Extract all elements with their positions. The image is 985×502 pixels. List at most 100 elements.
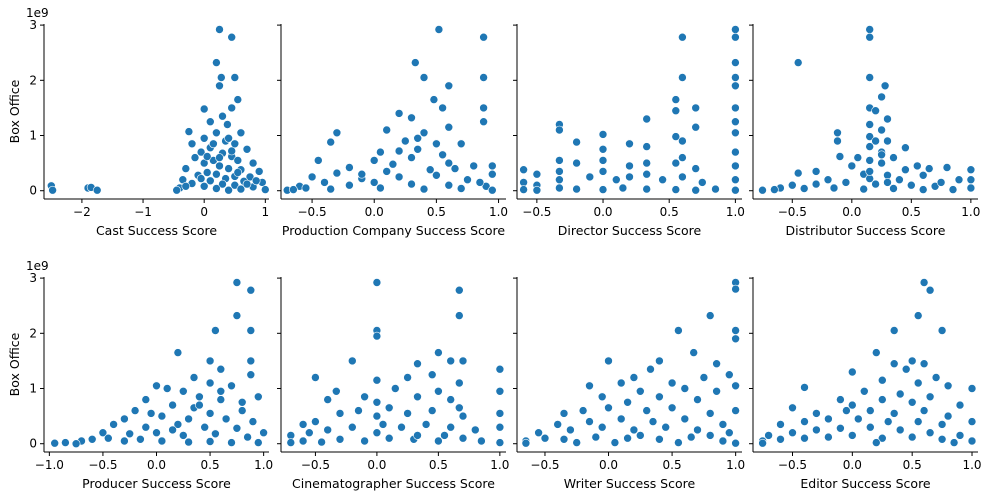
data-point (731, 32, 740, 42)
data-point (724, 370, 734, 380)
data-point (454, 378, 464, 388)
data-point (218, 111, 227, 121)
data-point (853, 414, 863, 424)
data-point (446, 395, 456, 404)
data-point (559, 409, 569, 418)
x-tick-label: 1.0 (726, 205, 745, 219)
data-point (168, 400, 177, 410)
points-3 (519, 25, 740, 195)
points-5 (50, 278, 268, 449)
data-point (227, 381, 236, 391)
data-point (776, 434, 785, 444)
data-point (598, 145, 608, 154)
data-point (232, 311, 242, 320)
points-8 (758, 278, 977, 448)
data-point (824, 414, 833, 424)
data-point (836, 423, 845, 433)
data-point (331, 386, 341, 396)
x-tick-label: 0.0 (599, 458, 618, 472)
data-point (227, 32, 236, 42)
data-point (444, 81, 454, 91)
data-point (215, 153, 224, 162)
data-point (919, 278, 929, 287)
data-point (865, 167, 875, 176)
data-point (384, 433, 394, 443)
data-point (943, 411, 953, 421)
data-point (372, 411, 382, 421)
data-point (674, 438, 683, 447)
data-point (251, 176, 261, 186)
data-point (413, 392, 422, 402)
data-point (699, 373, 709, 382)
data-point (967, 384, 977, 393)
data-point (598, 156, 608, 165)
data-point (731, 81, 740, 91)
data-point (829, 183, 839, 193)
data-point (883, 417, 893, 426)
data-point (731, 326, 740, 335)
data-point (865, 132, 875, 141)
data-point (697, 178, 707, 187)
data-point (323, 425, 333, 435)
data-point (216, 364, 226, 374)
data-point (320, 178, 329, 187)
data-point (667, 378, 677, 388)
data-point (572, 438, 582, 447)
data-point (407, 113, 416, 123)
data-point (937, 420, 947, 429)
data-point (444, 158, 454, 168)
data-point (718, 420, 728, 429)
data-point (635, 431, 645, 440)
x-axis-label: Writer Success Score (564, 476, 696, 491)
data-point (335, 409, 345, 418)
data-point (419, 73, 429, 82)
data-point (931, 373, 941, 382)
data-point (865, 156, 875, 165)
data-point (629, 425, 639, 435)
data-point (227, 146, 236, 156)
data-point (479, 103, 488, 113)
data-point (434, 25, 444, 34)
data-point (811, 167, 821, 176)
data-point (833, 128, 842, 138)
data-point (591, 432, 601, 442)
data-point (691, 164, 701, 173)
data-point (671, 185, 681, 194)
data-point (425, 165, 435, 174)
data-point (218, 179, 227, 189)
data-point (413, 134, 423, 143)
data-point (555, 125, 564, 135)
data-point (871, 136, 880, 146)
data-point (924, 164, 934, 173)
y-offset-label: 1e9 (26, 6, 49, 20)
data-point (376, 183, 385, 193)
data-point (966, 165, 976, 174)
data-point (800, 433, 809, 443)
data-point (454, 403, 464, 413)
data-point (597, 392, 607, 402)
data-point (865, 406, 875, 415)
data-point (410, 58, 420, 67)
data-point (942, 163, 952, 172)
data-point (230, 180, 240, 190)
data-point (224, 164, 233, 173)
data-point (217, 73, 226, 82)
data-point (141, 422, 151, 432)
data-point (92, 185, 102, 195)
data-point (335, 434, 345, 444)
data-point (87, 434, 97, 444)
data-point (196, 147, 206, 157)
data-point (232, 423, 242, 433)
x-tick-label: 0.0 (147, 458, 166, 472)
x-tick-label: 0.5 (427, 205, 446, 219)
data-point (469, 161, 479, 171)
points-7 (521, 278, 740, 448)
panel-5: −1.0 −0.5 0.0 0.5 1.0 0 1 2 3 Producer Success Sc… (7, 259, 273, 491)
data-point (895, 175, 904, 184)
data-point (877, 433, 887, 443)
data-point (823, 175, 833, 184)
data-point (907, 397, 917, 407)
data-point (390, 384, 400, 393)
data-point (833, 136, 842, 146)
data-point (227, 103, 236, 113)
